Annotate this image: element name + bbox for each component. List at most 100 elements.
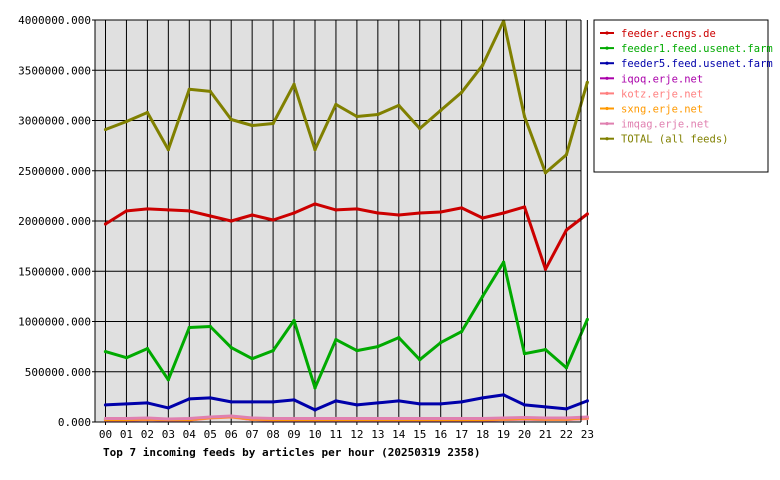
data-point-feeder-ecngs-de: [292, 211, 296, 215]
x-tick-label: 09: [287, 428, 300, 441]
x-tick-label: 18: [476, 428, 489, 441]
data-point-feeder5-feed-usenet-farm: [585, 399, 589, 403]
data-point-feeder-ecngs-de: [585, 212, 589, 216]
data-point-feeder1-feed-usenet-farm: [166, 378, 170, 382]
data-point-total-all-feeds: [124, 119, 129, 124]
data-point-feeder-ecngs-de: [355, 207, 359, 211]
y-tick-label: 3500000.000: [18, 64, 91, 77]
data-point-feeder5-feed-usenet-farm: [564, 407, 569, 411]
x-tick-label: 11: [329, 428, 342, 441]
legend-label-feeder5-feed-usenet-farm: feeder5.feed.usenet.farm: [621, 58, 773, 70]
data-point-feeder1-feed-usenet-farm: [439, 341, 443, 345]
x-tick-label: 14: [392, 428, 406, 441]
data-point-total-all-feeds: [334, 102, 338, 107]
data-point-feeder5-feed-usenet-farm: [250, 400, 254, 404]
legend-label-feeder1-feed-usenet-farm: feeder1.feed.usenet.farm: [621, 43, 773, 55]
y-tick-label: 4000000.000: [18, 14, 91, 27]
data-point-feeder-ecngs-de: [501, 211, 506, 215]
data-point-imqag-erje-net: [564, 416, 569, 420]
data-point-total-all-feeds: [355, 114, 359, 119]
legend-label-imqag-erje-net: imqag.erje.net: [621, 119, 710, 131]
legend-label-sxng-erje-net: sxng.erje.net: [621, 104, 703, 116]
data-point-imqag-erje-net: [334, 416, 338, 421]
data-point-imqag-erje-net: [460, 416, 464, 421]
data-point-feeder1-feed-usenet-farm: [292, 318, 296, 323]
x-tick-label: 06: [225, 428, 238, 441]
data-point-total-all-feeds: [376, 112, 380, 117]
x-tick-label: 15: [413, 428, 426, 441]
data-point-feeder1-feed-usenet-farm: [271, 349, 275, 353]
data-point-feeder5-feed-usenet-farm: [376, 401, 380, 405]
x-tick-label: 03: [162, 428, 175, 441]
data-point-total-all-feeds: [418, 126, 422, 131]
data-point-feeder5-feed-usenet-farm: [229, 400, 233, 404]
data-point-feeder1-feed-usenet-farm: [585, 317, 589, 322]
data-point-total-all-feeds: [397, 103, 401, 108]
legend-marker-kotz-erje-net: [605, 91, 609, 95]
data-point-feeder1-feed-usenet-farm: [418, 358, 422, 362]
chart-title: Top 7 incoming feeds by articles per hou…: [103, 446, 481, 459]
data-point-imqag-erje-net: [229, 414, 233, 418]
data-point-total-all-feeds: [103, 127, 108, 132]
data-point-feeder5-feed-usenet-farm: [208, 396, 212, 400]
data-point-feeder1-feed-usenet-farm: [460, 329, 464, 334]
data-point-feeder5-feed-usenet-farm: [481, 396, 485, 400]
data-point-feeder5-feed-usenet-farm: [543, 405, 548, 409]
x-tick-label: 10: [308, 428, 321, 441]
data-point-feeder-ecngs-de: [481, 216, 485, 220]
y-tick-label: 1000000.000: [18, 316, 91, 329]
x-tick-label: 21: [539, 428, 552, 441]
data-point-feeder1-feed-usenet-farm: [334, 337, 338, 342]
x-tick-label: 16: [434, 428, 447, 441]
x-tick-label: 01: [120, 428, 133, 441]
x-tick-label: 20: [518, 428, 531, 441]
y-tick-label: 2500000.000: [18, 165, 91, 178]
data-point-feeder-ecngs-de: [543, 267, 548, 271]
legend-marker-total-all-feeds: [605, 137, 609, 141]
data-point-feeder1-feed-usenet-farm: [397, 335, 401, 340]
y-tick-label: 3000000.000: [18, 115, 91, 128]
data-point-feeder5-feed-usenet-farm: [522, 403, 527, 407]
data-point-imqag-erje-net: [271, 416, 275, 421]
data-point-feeder-ecngs-de: [313, 202, 317, 206]
series-line-feeder-ecngs-de: [104, 202, 589, 271]
data-point-feeder5-feed-usenet-farm: [501, 393, 506, 397]
series-lines: [103, 19, 589, 422]
legend-marker-imqag-erje-net: [605, 122, 609, 126]
data-point-feeder-ecngs-de: [564, 228, 569, 232]
x-tick-label: 22: [560, 428, 573, 441]
data-point-feeder-ecngs-de: [271, 218, 275, 222]
legend-box: [593, 19, 769, 173]
data-point-feeder-ecngs-de: [187, 209, 191, 213]
data-point-total-all-feeds: [292, 82, 296, 86]
data-point-imqag-erje-net: [418, 416, 422, 421]
data-point-imqag-erje-net: [103, 416, 108, 421]
x-tick-label: 08: [266, 428, 279, 441]
legend-label-feeder-ecngs-de: feeder.ecngs.de: [621, 28, 716, 40]
data-point-total-all-feeds: [522, 114, 527, 119]
data-point-imqag-erje-net: [522, 415, 527, 420]
legend-marker-sxng-erje-net: [605, 106, 609, 111]
data-point-feeder5-feed-usenet-farm: [418, 402, 422, 406]
data-point-total-all-feeds: [313, 148, 317, 152]
data-point-feeder-ecngs-de: [145, 207, 149, 211]
data-point-imqag-erje-net: [439, 416, 443, 421]
data-point-feeder5-feed-usenet-farm: [166, 406, 170, 410]
data-point-imqag-erje-net: [355, 416, 359, 421]
x-tick-label: 19: [497, 428, 510, 441]
data-point-feeder-ecngs-de: [334, 208, 338, 212]
grid-lines: [95, 20, 588, 422]
data-point-feeder-ecngs-de: [103, 222, 108, 226]
data-point-feeder5-feed-usenet-farm: [439, 402, 443, 406]
data-point-imqag-erje-net: [313, 416, 317, 421]
x-tick-label: 02: [141, 428, 154, 441]
data-point-feeder5-feed-usenet-farm: [334, 399, 338, 403]
x-tick-label: 13: [371, 428, 384, 441]
data-point-total-all-feeds: [166, 148, 170, 152]
x-tick-label: 07: [246, 428, 259, 441]
data-point-feeder1-feed-usenet-farm: [103, 350, 108, 354]
data-point-total-all-feeds: [229, 117, 233, 122]
legend-marker-iqoq-erje-net: [605, 76, 609, 80]
data-point-feeder1-feed-usenet-farm: [313, 386, 317, 390]
